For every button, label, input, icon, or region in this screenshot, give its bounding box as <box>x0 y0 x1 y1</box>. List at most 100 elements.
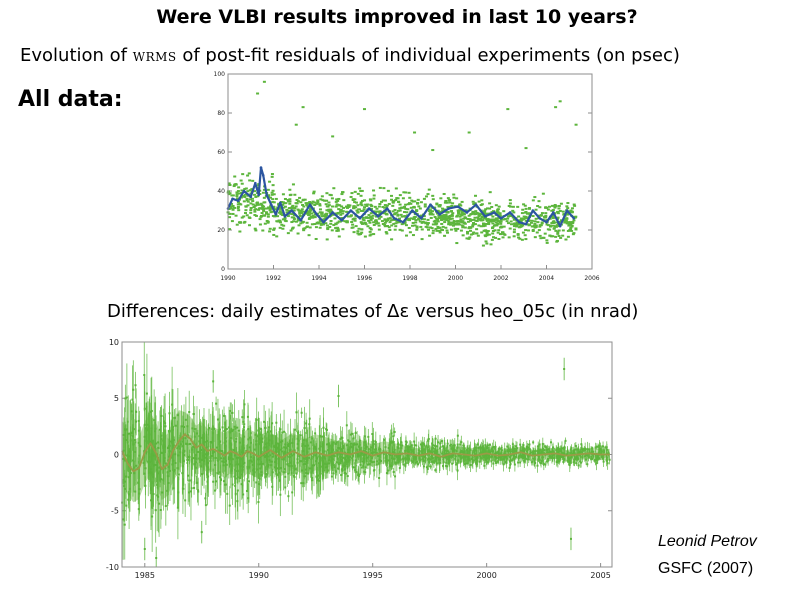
data-point <box>407 202 411 205</box>
data-point <box>123 485 126 488</box>
data-point <box>553 221 557 224</box>
data-point <box>481 215 485 218</box>
data-point <box>462 221 466 224</box>
y-tick-label: 10 <box>109 338 119 347</box>
data-point <box>488 449 491 452</box>
data-point <box>341 436 344 439</box>
data-point <box>348 440 351 443</box>
data-point <box>447 199 451 202</box>
data-point <box>361 216 365 219</box>
data-point <box>125 428 128 431</box>
data-point <box>437 458 440 461</box>
data-point <box>534 208 538 211</box>
data-point <box>359 233 363 236</box>
plot-frame <box>227 73 593 270</box>
data-point <box>461 226 465 229</box>
data-point <box>152 475 155 478</box>
data-point <box>441 215 445 218</box>
data-point <box>460 449 463 452</box>
data-point <box>260 471 263 474</box>
data-point <box>173 416 176 419</box>
data-point <box>236 207 240 210</box>
data-point <box>296 200 300 203</box>
data-point <box>241 173 245 176</box>
data-point <box>536 205 540 208</box>
data-point <box>201 458 204 461</box>
data-point <box>426 218 430 221</box>
data-point <box>244 209 248 212</box>
data-point <box>363 235 367 238</box>
data-point <box>302 229 306 232</box>
data-point <box>231 194 235 197</box>
data-point <box>428 213 432 216</box>
data-point <box>281 201 285 204</box>
data-point <box>548 228 552 231</box>
data-point <box>235 223 239 226</box>
data-point <box>404 443 407 446</box>
data-point <box>360 466 363 469</box>
data-point <box>535 231 539 234</box>
data-point <box>441 445 444 448</box>
data-point <box>243 193 247 196</box>
data-point <box>354 225 358 228</box>
data-point <box>374 448 377 451</box>
data-point-outlier <box>294 123 298 126</box>
data-point <box>274 444 277 447</box>
data-point <box>496 451 499 454</box>
data-point <box>566 213 570 216</box>
data-point <box>543 216 547 219</box>
data-point <box>513 463 516 466</box>
data-point <box>472 218 476 221</box>
data-point <box>509 462 512 465</box>
data-point <box>456 227 460 230</box>
data-point <box>238 221 242 224</box>
data-point <box>551 204 555 207</box>
data-point <box>392 213 396 216</box>
data-point-outlier <box>431 149 435 152</box>
data-point <box>288 188 292 191</box>
data-point <box>339 447 342 450</box>
data-point <box>298 196 302 199</box>
data-point <box>401 457 404 460</box>
data-point <box>227 426 230 429</box>
data-point <box>562 460 565 463</box>
trend-point <box>315 213 319 216</box>
data-point <box>447 215 451 218</box>
data-point <box>235 191 239 194</box>
data-point <box>430 227 434 230</box>
data-point <box>174 453 177 456</box>
data-point <box>266 215 270 218</box>
data-point <box>442 192 446 195</box>
data-point <box>486 446 489 449</box>
data-point <box>520 238 524 241</box>
data-point <box>160 478 163 481</box>
data-point <box>556 231 560 234</box>
data-point <box>360 228 364 231</box>
data-point <box>255 443 258 446</box>
data-point <box>266 454 269 457</box>
data-point <box>423 203 427 206</box>
data-point <box>371 461 374 464</box>
data-point <box>398 207 402 210</box>
data-point <box>484 456 487 459</box>
data-point <box>506 445 509 448</box>
data-point <box>337 463 340 466</box>
data-point <box>396 214 400 217</box>
data-point <box>371 433 374 436</box>
data-point <box>480 219 484 222</box>
data-point <box>476 234 480 237</box>
data-point <box>236 426 239 429</box>
data-point <box>262 454 265 457</box>
data-point <box>251 200 255 203</box>
data-point <box>554 235 558 238</box>
data-point <box>446 465 449 468</box>
data-point <box>526 450 529 453</box>
data-point <box>364 203 368 206</box>
data-point <box>346 475 349 478</box>
data-point <box>251 203 255 206</box>
data-point <box>484 444 487 447</box>
data-point <box>258 218 262 221</box>
data-point <box>463 447 466 450</box>
data-point <box>132 388 135 391</box>
data-point <box>413 224 417 227</box>
